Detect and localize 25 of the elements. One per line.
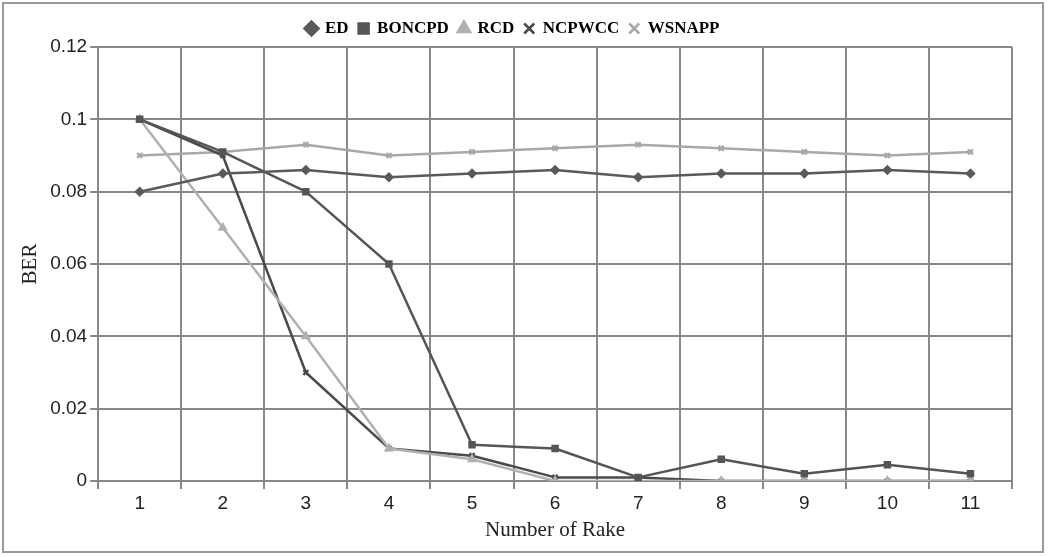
x-tick-label: 5 [466,491,478,513]
x-tick-label: 8 [715,491,727,513]
x-tick-label: 6 [549,491,561,513]
legend-label: WSNAPP [647,17,720,37]
y-tick-label: 0.12 [50,35,88,57]
x-tick-label: 9 [799,491,810,513]
y-tick-label: 0.04 [50,324,88,346]
y-tick-label: 0 [76,469,88,491]
x-tick-label: 4 [383,491,395,513]
x-tick-label: 7 [632,491,644,513]
legend-label: BONCPD [377,17,449,37]
x-tick-label: 2 [217,491,229,513]
legend-label: ED [325,17,349,37]
x-tick-label: 10 [876,491,898,513]
x-axis-title: Number of Rake [485,516,626,541]
x-tick-label: 1 [134,491,146,513]
y-axis-title: BER [17,243,42,285]
legend-label: NCPWCC [542,17,620,37]
legend-label: RCD [477,17,515,37]
y-tick-label: 0.06 [50,252,88,274]
y-tick-label: 0.02 [50,396,88,418]
y-tick-label: 0.1 [60,107,88,129]
y-tick-label: 0.08 [50,179,88,201]
x-tick-label: 3 [300,491,312,513]
x-tick-label: 11 [960,491,981,513]
